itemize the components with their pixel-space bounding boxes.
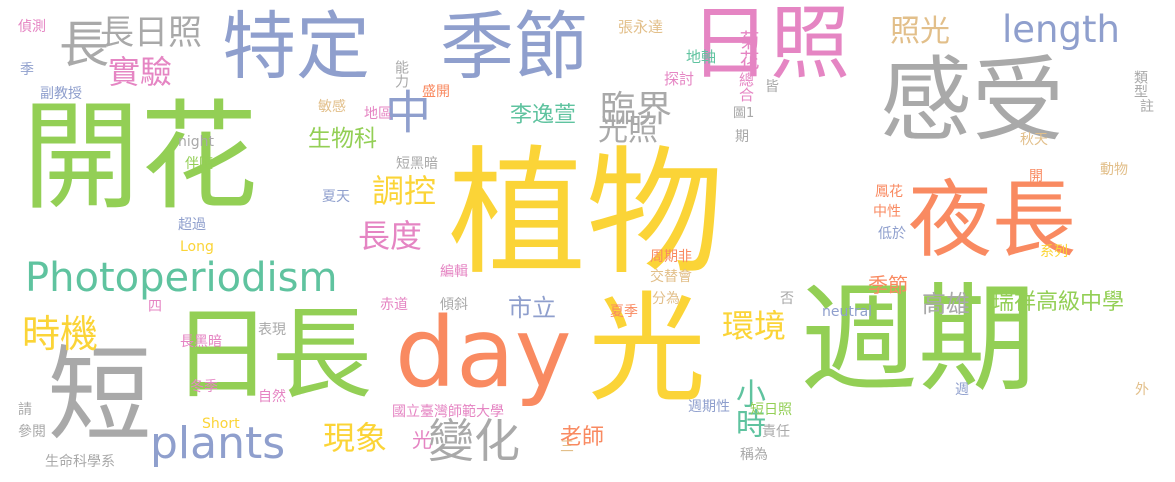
word-84: 週期性 (688, 399, 730, 415)
word-7: day (395, 297, 572, 409)
word-63: 鳳花 (875, 184, 903, 200)
word-37: 菊花 (736, 30, 760, 70)
word-74: neutral (822, 304, 873, 320)
word-43: 盛開 (422, 84, 450, 100)
word-91: 參閱 (18, 424, 46, 440)
word-75: 赤道 (380, 297, 408, 313)
word-31: 市立 (508, 294, 556, 322)
word-64: 中性 (873, 204, 901, 220)
word-18: 中 (378, 88, 432, 134)
word-2: 光 (588, 280, 707, 418)
word-73: 否 (780, 291, 794, 307)
word-5: 日長 (172, 296, 372, 413)
word-0: 植物 (448, 133, 725, 294)
word-50: 超過 (178, 217, 206, 233)
word-1: 開花 (22, 88, 259, 226)
word-72: 夏季 (610, 304, 638, 320)
word-21: 光照 (598, 113, 658, 148)
word-29: 李逸萱 (510, 103, 577, 128)
word-13: plants (150, 418, 286, 469)
word-14: length (1002, 8, 1120, 51)
word-89: 外 (1135, 382, 1149, 398)
word-92: 生命科學系 (45, 454, 115, 470)
word-80: 自然 (258, 389, 286, 405)
word-78: 長黑暗 (180, 334, 222, 350)
word-3: 週期 (800, 270, 1037, 408)
word-10: 季節 (440, 4, 588, 90)
word-36: 光 (412, 428, 432, 452)
word-33: 高雄 (922, 290, 970, 318)
word-11: 特定 (222, 4, 370, 90)
word-35: 老師 (560, 425, 605, 450)
word-82: 國立臺灣師範大學 (392, 404, 504, 420)
word-85: 短日照 (750, 402, 792, 418)
word-20: 照光 (890, 14, 950, 49)
word-8: 夜長 (908, 171, 1077, 269)
word-6: 短 (29, 340, 151, 444)
word-24: 長度 (358, 217, 423, 255)
word-12: Photoperiodism (25, 255, 338, 301)
word-57: 秋天 (1020, 132, 1048, 148)
word-48: 短黑暗 (396, 156, 438, 172)
word-90: 請 (18, 402, 32, 418)
word-16: 長日照 (100, 13, 202, 53)
word-62: 期 (735, 129, 749, 145)
word-22: 時機 (22, 312, 99, 356)
word-66: 周期非 (650, 249, 692, 265)
word-38: 總合 (737, 72, 755, 102)
word-39: 地軸 (686, 48, 717, 66)
word-26: 變化 (428, 414, 520, 468)
word-55: 類型 (1132, 70, 1148, 98)
word-44: 敏感 (318, 99, 346, 115)
word-32: 季節 (868, 273, 908, 297)
word-87: 稱為 (740, 447, 768, 463)
word-76: 四 (148, 299, 162, 315)
word-30: 生物科 (308, 126, 377, 152)
word-41: 張永達 (618, 18, 664, 36)
word-81: Short (202, 416, 240, 432)
word-28: 小時 (730, 378, 765, 438)
word-4: 感受 (880, 47, 1065, 154)
word-67: 交替會 (650, 269, 692, 285)
word-56: 註 (1140, 99, 1154, 115)
word-46: night (178, 134, 215, 150)
word-25: 環境 (722, 307, 787, 345)
word-19: 臨界 (600, 89, 673, 130)
word-69: 系列 (1040, 244, 1068, 260)
word-27: 現象 (323, 419, 388, 457)
word-49: 夏天 (322, 189, 350, 205)
word-88: 週 (955, 382, 969, 398)
word-83: 三 (560, 439, 574, 455)
word-65: 低於 (878, 226, 906, 242)
word-60: 皆 (765, 79, 779, 95)
word-54: 副教授 (40, 86, 82, 102)
word-34: 瑞祥高級中學 (992, 290, 1125, 315)
word-45: 地區 (364, 106, 392, 122)
word-40: 探討 (664, 70, 695, 88)
word-86: 責任 (762, 424, 790, 440)
word-52: 偵測 (18, 19, 46, 35)
word-15: 長 (51, 18, 109, 68)
word-47: 伴隨 (185, 156, 213, 172)
word-61: 圖1 (733, 106, 755, 121)
word-79: 冬季 (190, 379, 218, 395)
word-77: 表現 (258, 322, 286, 338)
word-17: 實驗 (108, 53, 173, 91)
word-70: 編輯 (440, 264, 468, 280)
word-59: 開 (1027, 168, 1043, 182)
word-53: 季 (20, 62, 34, 78)
word-71: 傾斜 (440, 297, 468, 313)
word-9: 日照 (690, 0, 850, 90)
word-51: Long (180, 239, 214, 255)
word-23: 調控 (372, 172, 437, 210)
word-58: 動物 (1100, 162, 1128, 178)
word-68: 分為 (652, 291, 680, 307)
word-42: 能力 (393, 60, 409, 88)
